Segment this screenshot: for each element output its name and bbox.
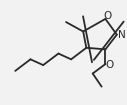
Text: O: O (103, 11, 111, 21)
Text: N: N (118, 30, 126, 40)
Text: O: O (105, 60, 113, 70)
